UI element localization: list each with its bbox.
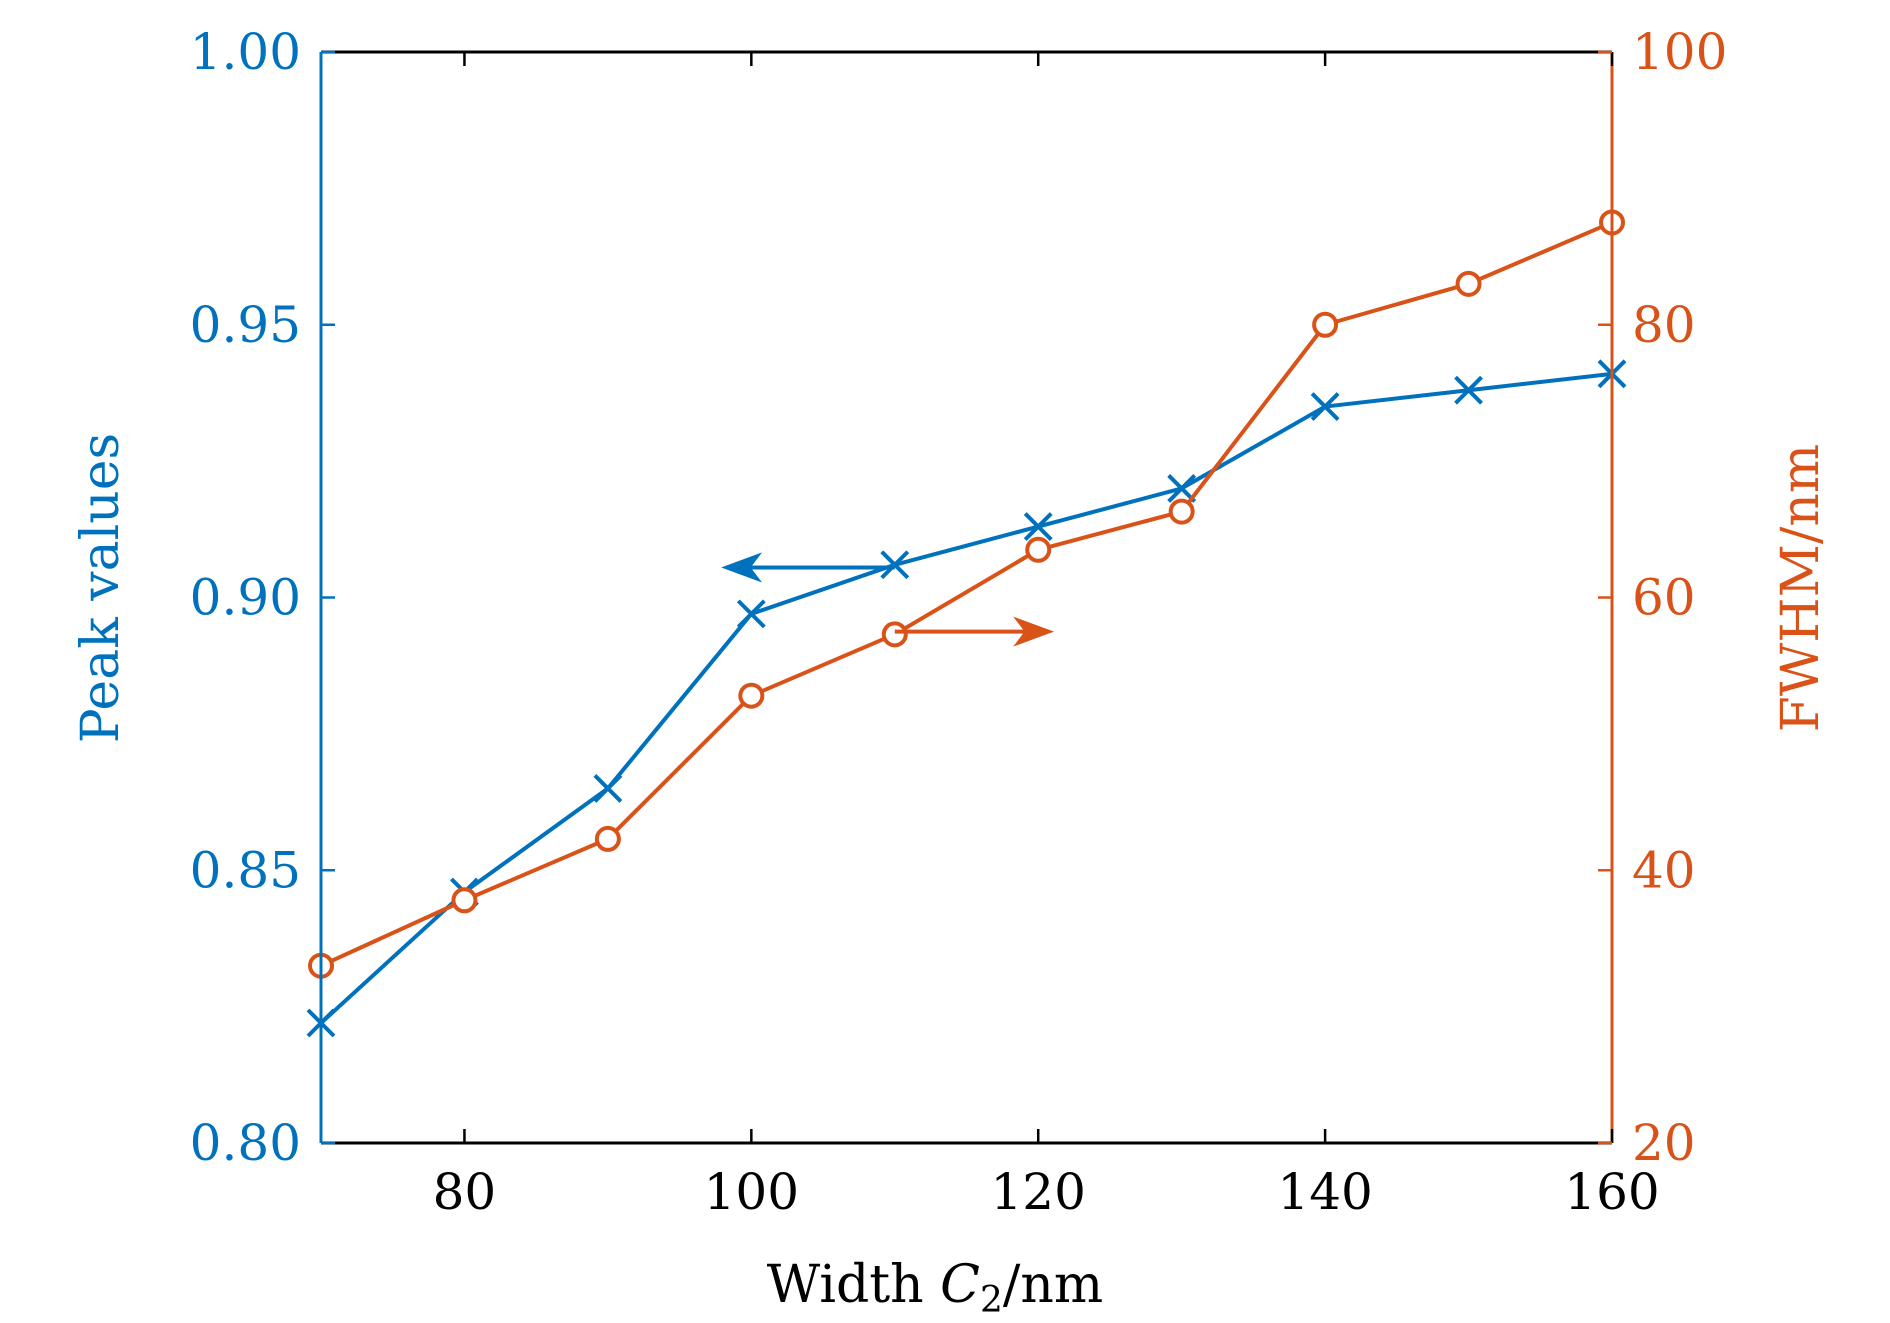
x-axis-label-unit: /nm <box>1003 1255 1103 1315</box>
y-left-tick-label-2: 0.90 <box>190 569 301 627</box>
x-tick-label-100: 100 <box>704 1163 799 1221</box>
y-left-tick-label-4: 1.00 <box>190 23 301 81</box>
y-left-tick-label-1: 0.85 <box>190 841 301 899</box>
series-2-point-9 <box>1455 270 1482 297</box>
x-axis-label-subscript: 2 <box>980 1280 1003 1321</box>
series-2-point-3 <box>594 825 621 852</box>
series-2-point-5 <box>881 621 908 648</box>
y-right-tick-label-3: 80 <box>1632 296 1696 354</box>
x-axis-label: Width C2/nm <box>767 1255 1103 1321</box>
y-right-tick-label-4: 100 <box>1632 23 1727 81</box>
series-1-point-8 <box>1310 392 1340 421</box>
series-1-point-3 <box>593 774 623 803</box>
series-2-point-7 <box>1168 498 1195 525</box>
series-2-point-6 <box>1025 536 1052 563</box>
arrow-head <box>721 552 763 583</box>
annotation-arrow-right <box>894 616 1055 647</box>
x-tick-label-160: 160 <box>1564 1163 1659 1221</box>
x-axis-label-text: Width <box>767 1255 940 1315</box>
x-tick-label-120: 120 <box>991 1163 1086 1221</box>
plot-area <box>306 209 1627 1038</box>
y-axis-left-label: Peak values <box>71 433 131 743</box>
y-left-tick-label-3: 0.95 <box>190 296 301 354</box>
series-1-point-9 <box>1454 375 1483 405</box>
axes: 80 100 120 140 160 0.80 0.85 0.90 0.95 1.00 20 40 60… <box>190 23 1728 1221</box>
series-1-point-6 <box>1023 512 1053 541</box>
series-2-point-4 <box>738 682 765 709</box>
y-left-tick-label-0: 0.80 <box>190 1114 301 1172</box>
series-1-point-4 <box>736 599 766 629</box>
annotation-arrow-left <box>721 552 895 583</box>
x-axis-label-symbol: C <box>940 1255 980 1315</box>
y-axis-right-label: FWHM/nm <box>1771 444 1831 732</box>
x-tick-label-140: 140 <box>1277 1163 1372 1221</box>
arrow-head <box>1013 616 1055 647</box>
series-line-1 <box>319 371 1613 1025</box>
series-2-point-2 <box>451 887 478 914</box>
series-2-point-8 <box>1312 311 1339 338</box>
y-right-tick-label-1: 40 <box>1632 841 1696 899</box>
series-line-2 <box>320 220 1613 968</box>
y-right-tick-label-0: 20 <box>1632 1114 1696 1172</box>
y-right-tick-label-2: 60 <box>1632 569 1696 627</box>
series-1-point-5 <box>880 550 910 580</box>
x-tick-label-80: 80 <box>433 1163 497 1221</box>
